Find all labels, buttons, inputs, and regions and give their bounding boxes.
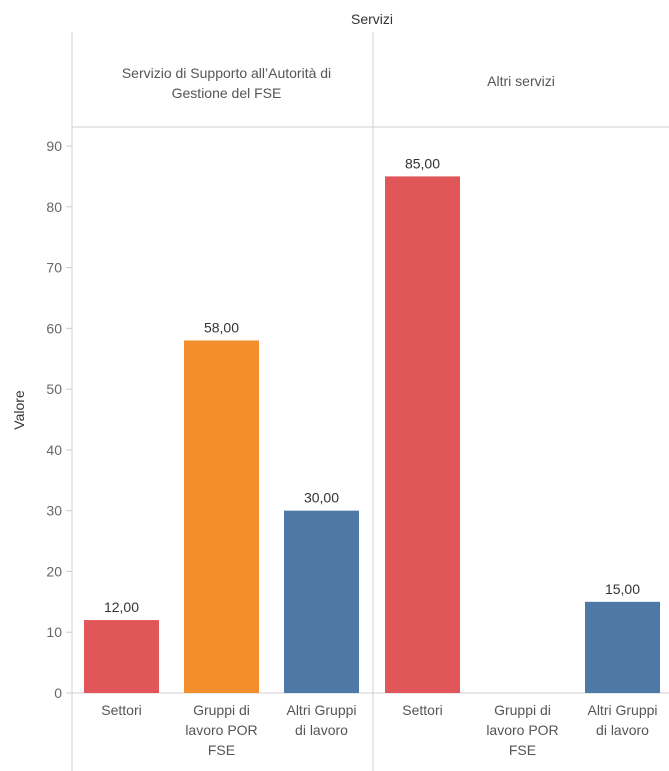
category-label: di lavoro [295, 722, 348, 738]
data-label: 85,00 [405, 155, 440, 171]
category-label: lavoro POR [185, 722, 257, 738]
chart-frame [71, 32, 669, 771]
bar [184, 340, 259, 693]
panel-title-line: Gestione del FSE [172, 85, 282, 101]
category-label: FSE [208, 742, 235, 758]
y-tick-label: 30 [46, 503, 62, 519]
bar [284, 510, 359, 693]
chart-title: Servizi [351, 11, 393, 27]
data-labels: 12,00 58,00 30,00 85,00 15,00 [104, 155, 640, 615]
data-label: 15,00 [605, 581, 640, 597]
y-axis-ticks: 0 10 20 30 40 50 60 70 80 90 [46, 138, 72, 701]
category-label: lavoro POR [486, 722, 558, 738]
category-label: Settori [101, 702, 141, 718]
y-axis-label: Valore [11, 390, 27, 430]
category-label: Gruppi di [494, 702, 551, 718]
y-tick-label: 70 [46, 260, 62, 276]
bar [84, 620, 159, 693]
y-tick-label: 0 [54, 685, 62, 701]
y-tick-label: 20 [46, 563, 62, 579]
data-label: 12,00 [104, 599, 139, 615]
data-label: 58,00 [204, 319, 239, 335]
y-tick-label: 60 [46, 320, 62, 336]
category-label: Settori [402, 702, 442, 718]
panel-titles: Servizio di Supporto all’Autorità di Gest… [122, 65, 555, 101]
category-label: di lavoro [596, 722, 649, 738]
data-label: 30,00 [304, 490, 339, 506]
panel-title-line: Altri servizi [487, 73, 555, 89]
category-label: Altri Gruppi [286, 702, 356, 718]
panel-title-line: Servizio di Supporto all’Autorità di [122, 65, 331, 81]
y-tick-label: 90 [46, 138, 62, 154]
y-tick-label: 10 [46, 624, 62, 640]
bars [84, 176, 660, 693]
category-labels: Settori Gruppi di lavoro POR FSE Altri Grupp… [101, 702, 657, 758]
category-label: FSE [509, 742, 536, 758]
bar [585, 601, 660, 693]
bar [385, 176, 460, 693]
category-label: Gruppi di [193, 702, 250, 718]
y-tick-label: 80 [46, 199, 62, 215]
y-tick-label: 40 [46, 442, 62, 458]
y-tick-label: 50 [46, 381, 62, 397]
category-label: Altri Gruppi [587, 702, 657, 718]
